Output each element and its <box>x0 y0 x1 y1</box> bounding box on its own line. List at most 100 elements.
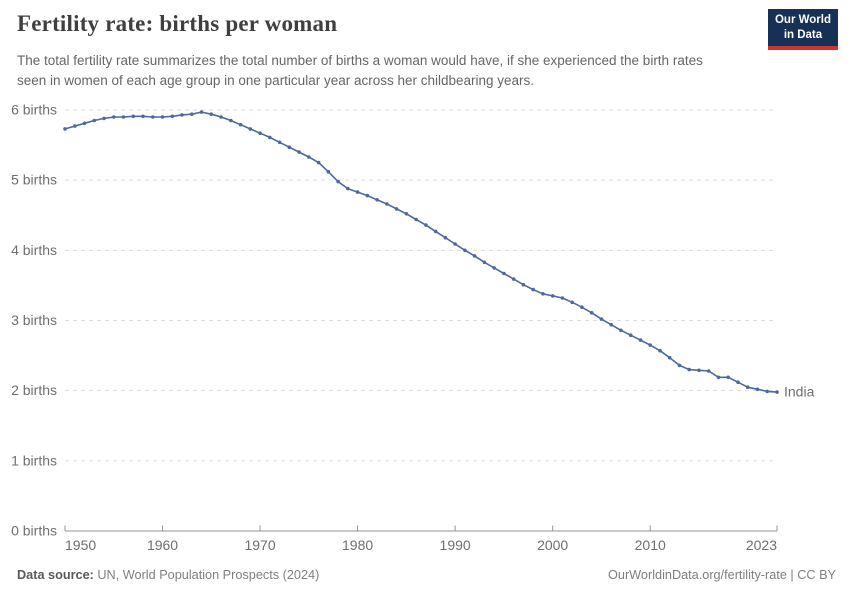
data-point[interactable] <box>531 287 535 292</box>
data-point[interactable] <box>190 112 194 116</box>
x-tick-label: 2023 <box>746 537 777 553</box>
data-source-line: Data source: UN, World Population Prospe… <box>17 568 319 582</box>
data-point[interactable] <box>346 186 350 191</box>
y-tick-label: 4 births <box>11 242 57 258</box>
data-point[interactable] <box>619 328 623 333</box>
y-tick-label: 5 births <box>11 172 57 188</box>
data-point[interactable] <box>268 135 272 140</box>
data-point[interactable] <box>160 115 165 119</box>
data-point[interactable] <box>472 254 477 258</box>
data-point[interactable] <box>755 387 760 392</box>
data-point[interactable] <box>102 116 106 121</box>
data-point[interactable] <box>706 369 711 373</box>
data-point[interactable] <box>580 305 584 310</box>
data-point[interactable] <box>365 193 370 198</box>
data-point[interactable] <box>404 212 409 216</box>
data-point[interactable] <box>667 355 672 360</box>
data-point[interactable] <box>112 115 116 119</box>
data-point[interactable] <box>492 266 497 270</box>
data-point[interactable] <box>658 348 662 353</box>
data-point[interactable] <box>355 190 360 194</box>
chart-footer: Data source: UN, World Population Prospe… <box>17 568 836 582</box>
data-point[interactable] <box>541 292 545 296</box>
data-point[interactable] <box>638 338 643 342</box>
x-tick-label: 1960 <box>147 537 178 553</box>
data-point[interactable] <box>219 115 223 119</box>
data-point[interactable] <box>502 271 506 276</box>
data-point[interactable] <box>648 343 652 347</box>
data-point[interactable] <box>745 385 750 390</box>
data-point[interactable] <box>463 248 467 253</box>
data-point[interactable] <box>385 202 389 206</box>
data-point[interactable] <box>424 223 428 227</box>
x-tick-label: 1970 <box>244 537 275 553</box>
data-point[interactable] <box>307 155 311 159</box>
data-point[interactable] <box>375 198 379 202</box>
page-title: Fertility rate: births per woman <box>17 11 338 36</box>
data-point[interactable] <box>141 114 145 119</box>
data-point[interactable] <box>736 380 740 385</box>
data-point[interactable] <box>277 140 282 145</box>
data-point[interactable] <box>687 367 691 372</box>
data-point[interactable] <box>589 311 594 315</box>
data-source-label: Data source: <box>17 568 94 582</box>
data-point[interactable] <box>238 122 243 127</box>
data-point[interactable] <box>775 390 779 394</box>
data-point[interactable] <box>258 131 262 135</box>
data-point[interactable] <box>453 242 457 246</box>
data-point[interactable] <box>121 115 126 119</box>
series-line-india[interactable] <box>64 111 778 393</box>
data-point[interactable] <box>131 114 136 119</box>
x-tick-label: 1980 <box>342 537 373 553</box>
data-point[interactable] <box>414 217 418 222</box>
data-point[interactable] <box>521 282 526 287</box>
data-point[interactable] <box>199 110 204 114</box>
owid-logo-line1: Our World <box>774 14 831 26</box>
data-point[interactable] <box>511 277 516 281</box>
data-point[interactable] <box>63 127 67 131</box>
x-tick-label: 2010 <box>635 537 666 553</box>
data-point[interactable] <box>677 363 682 368</box>
data-point[interactable] <box>229 118 233 123</box>
data-point[interactable] <box>443 235 448 240</box>
data-point[interactable] <box>180 113 184 117</box>
y-tick-label: 3 births <box>11 312 57 328</box>
owid-logo[interactable]: Our World in Data <box>767 9 838 51</box>
data-source-value: UN, World Population Prospects (2024) <box>97 568 320 582</box>
data-point[interactable] <box>92 118 97 123</box>
data-point[interactable] <box>599 317 604 321</box>
data-point[interactable] <box>394 207 399 211</box>
y-tick-label: 1 births <box>11 452 57 468</box>
data-point[interactable] <box>297 150 301 154</box>
chart-subtitle: The total fertility rate summarizes the … <box>17 53 703 89</box>
data-point[interactable] <box>716 375 721 380</box>
data-point[interactable] <box>287 145 292 149</box>
data-point[interactable] <box>628 333 633 338</box>
data-point[interactable] <box>326 169 331 174</box>
data-point[interactable] <box>697 368 701 373</box>
data-point[interactable] <box>248 127 253 131</box>
attribution-link[interactable]: OurWorldinData.org/fertility-rate | CC B… <box>608 568 836 582</box>
data-point[interactable] <box>316 160 321 165</box>
data-point[interactable] <box>209 112 214 116</box>
data-point[interactable] <box>73 124 77 128</box>
data-point[interactable] <box>726 375 730 380</box>
y-tick-label: 0 births <box>11 523 57 539</box>
data-point[interactable] <box>550 294 555 298</box>
data-point[interactable] <box>570 300 574 305</box>
series-end-label[interactable]: India <box>784 384 815 400</box>
data-point[interactable] <box>433 229 438 234</box>
data-point[interactable] <box>170 114 175 119</box>
data-point[interactable] <box>82 121 87 126</box>
data-point[interactable] <box>151 115 155 119</box>
data-point[interactable] <box>560 296 565 300</box>
data-point[interactable] <box>609 322 613 327</box>
x-tick-label: 2000 <box>537 537 568 553</box>
x-tick-label: 1990 <box>440 537 471 553</box>
data-point[interactable] <box>336 179 340 184</box>
data-point[interactable] <box>482 260 487 265</box>
data-point[interactable] <box>765 389 769 394</box>
y-tick-label: 6 births <box>11 102 57 118</box>
